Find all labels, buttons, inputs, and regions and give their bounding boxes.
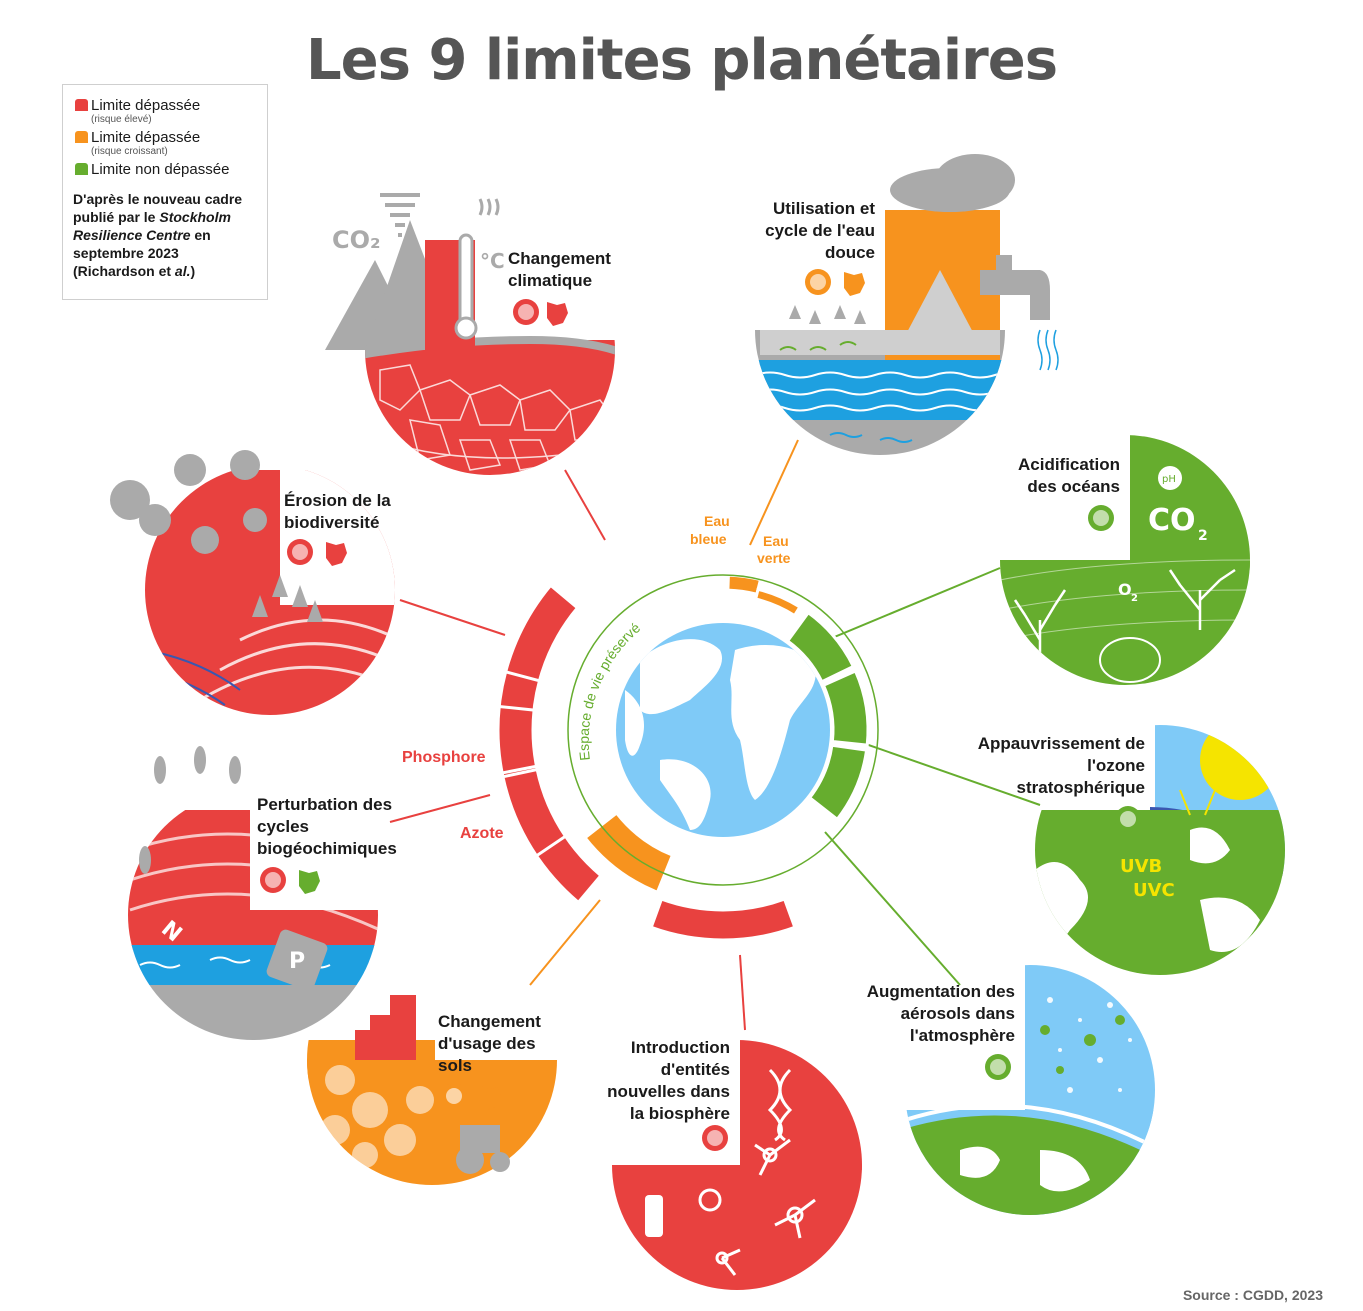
- ring-segment-azote: [501, 767, 568, 858]
- france-icon: [547, 302, 568, 326]
- scope-icons-cycles: [260, 867, 320, 894]
- phosphore-label: Phosphore: [402, 749, 486, 766]
- source-text: ): [190, 263, 196, 279]
- label-acid: Acidification des océans: [1017, 455, 1120, 496]
- label-ozone: Appauvrissement de l'ozone stratosphériq…: [977, 734, 1145, 797]
- legend-sub: (risque élevé): [91, 114, 152, 125]
- eau-bleue-label-1: Eau: [704, 513, 730, 529]
- p-label: P: [289, 949, 305, 974]
- label-cycles: Perturbation des cycles biogéochimiques: [257, 795, 397, 858]
- ring-segment-entites: [649, 897, 797, 942]
- safe-space-circle: [567, 574, 879, 886]
- ring-segment-eau-verte: [753, 587, 802, 618]
- scope-icons-eau: [805, 269, 865, 296]
- o2-sub-label: 2: [1131, 593, 1138, 604]
- scope-icons-entites: [702, 1125, 728, 1151]
- ring-segment-ozone: [821, 669, 870, 747]
- azote-label: Azote: [460, 825, 504, 842]
- uvc-label: UVC: [1133, 880, 1175, 901]
- legend-item-green: Limite non dépassée: [73, 161, 257, 178]
- label-sols: Changement d'usage des sols: [438, 1012, 541, 1075]
- connector-lines: [389, 439, 1041, 1031]
- label-climat: Changement climatique: [508, 249, 611, 290]
- label-biodiv: Érosion de la biodiversité: [284, 491, 391, 532]
- label-entites: Introduction d'entités nouvelles dans la…: [607, 1038, 730, 1123]
- celsius-label: °C: [480, 249, 505, 273]
- scope-icons-sols: [441, 1083, 501, 1110]
- central-ring: [496, 573, 870, 942]
- legend-source: D'après le nouveau cadre publié par le S…: [73, 190, 257, 280]
- ring-segment-aerosols: [807, 743, 869, 822]
- legend: Limite dépassée (risque élevé) Limite dé…: [62, 84, 268, 300]
- co2-acid-label: CO: [1148, 503, 1196, 538]
- uvb-label: UVB: [1120, 856, 1162, 877]
- source-credit: Source : CGDD, 2023: [1182, 1287, 1323, 1303]
- eau-bleue-label-2: bleue: [690, 531, 727, 547]
- co2-label: CO₂: [332, 226, 381, 254]
- source-text: en septembre 2023 (Richardson et: [73, 227, 211, 279]
- legend-sub: (risque croissant): [91, 146, 168, 157]
- eau-verte-label-1: Eau: [763, 533, 789, 549]
- globe-icon: [616, 623, 830, 837]
- scope-icons-biodiv: [287, 539, 347, 566]
- legend-label: Limite non dépassée: [91, 161, 230, 178]
- source-italic: al.: [174, 263, 191, 279]
- legend-label: Limite dépassée: [91, 129, 201, 146]
- scope-icons-climat: [513, 299, 568, 326]
- legend-item-red: Limite dépassée: [73, 97, 257, 114]
- co2-sub-label: 2: [1198, 528, 1208, 544]
- source-text: D'après le nouveau cadre publié par le: [73, 191, 243, 225]
- ring-segment-acid: [785, 610, 856, 684]
- label-eau: Utilisation et cycle de l'eau douce: [765, 199, 875, 262]
- biodiv-illustration: [110, 450, 395, 715]
- green-swatch-icon: [75, 163, 88, 175]
- ring-segment-phosphore: [496, 704, 539, 775]
- legend-item-orange: Limite dépassée: [73, 129, 257, 146]
- france-icon: [480, 1086, 501, 1110]
- legend-label: Limite dépassée: [91, 97, 201, 114]
- ph-label: pH: [1162, 474, 1176, 485]
- france-icon: [844, 272, 865, 296]
- source-italic: Stockholm Resilience Centre: [73, 209, 231, 243]
- france-icon: [299, 870, 320, 894]
- red-swatch-icon: [75, 99, 88, 111]
- scope-icons-acid: [1088, 505, 1114, 531]
- label-aerosols: Augmentation des aérosols dans l'atmosph…: [866, 982, 1015, 1045]
- france-icon: [326, 542, 347, 566]
- scope-icons-aerosols: [985, 1054, 1011, 1080]
- o2-label: O: [1118, 580, 1132, 599]
- cycles-illustration: [128, 746, 380, 1040]
- eau-illustration: [755, 154, 1059, 455]
- orange-swatch-icon: [75, 131, 88, 143]
- scope-icons-ozone: [1115, 806, 1141, 832]
- eau-verte-label-2: verte: [757, 550, 791, 566]
- page-title: Les 9 limites planétaires: [305, 28, 1058, 93]
